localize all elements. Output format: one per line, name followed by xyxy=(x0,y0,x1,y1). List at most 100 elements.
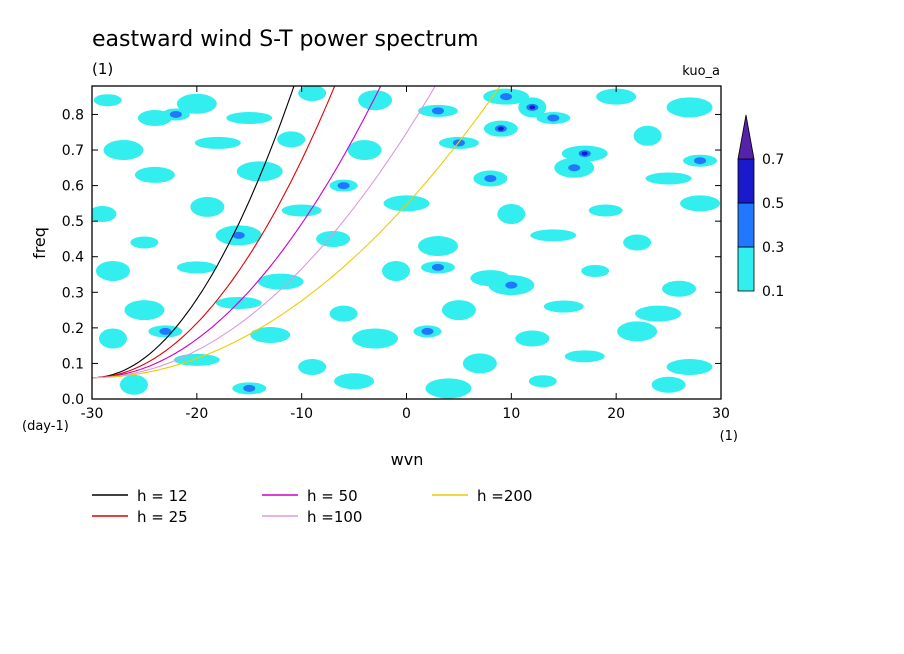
contour-blob xyxy=(298,86,327,102)
colorbar-label: 0.1 xyxy=(762,284,784,300)
contour-blob xyxy=(528,375,557,388)
x-tick-label: -10 xyxy=(290,406,313,422)
contour-blob xyxy=(92,206,117,223)
contour-blob xyxy=(623,234,652,251)
contour-blob xyxy=(651,376,686,393)
contour-blob-peak xyxy=(497,126,504,131)
y-axis-unit: (day-1) xyxy=(22,419,69,434)
contour-blob xyxy=(347,140,382,161)
contour-blob xyxy=(497,204,526,225)
contour-blob xyxy=(226,112,273,125)
contour-blob xyxy=(250,326,291,343)
contour-blob xyxy=(680,195,721,212)
legend-label: h = 12 xyxy=(137,487,188,505)
y-tick-label: 0.4 xyxy=(62,250,84,266)
dispersion-curve xyxy=(92,86,382,379)
contour-blob-core xyxy=(232,231,245,239)
legend-label: h =100 xyxy=(307,508,362,526)
contour-blob xyxy=(134,166,175,183)
contour-blob-core xyxy=(452,139,465,147)
contour-blob xyxy=(666,358,713,375)
contour-blob xyxy=(515,330,550,347)
contour-blob xyxy=(190,196,225,217)
y-tick-label: 0.7 xyxy=(62,143,84,159)
dispersion-curves xyxy=(92,86,501,379)
contour-blob-core xyxy=(337,182,350,190)
contour-blob xyxy=(358,90,393,111)
contour-blob xyxy=(596,88,637,105)
dispersion-curve xyxy=(92,86,295,379)
contour-blob xyxy=(462,353,497,374)
colorbar-arrow xyxy=(737,114,755,160)
y-tick-label: 0.3 xyxy=(62,285,84,301)
x-tick-label: -20 xyxy=(185,406,208,422)
contour-blob xyxy=(588,204,623,217)
colorbar-segment xyxy=(737,158,755,204)
y-tick-label: 0.6 xyxy=(62,179,84,195)
contour-blob-core xyxy=(431,107,444,115)
contour-blob xyxy=(236,161,283,182)
x-tick-label: 10 xyxy=(502,406,520,422)
contour-blob-core xyxy=(500,93,513,101)
contour-blob-core xyxy=(547,114,560,122)
contour-blob xyxy=(281,204,322,217)
contour-blob xyxy=(417,236,458,257)
dispersion-curve xyxy=(92,86,436,379)
contour-blob xyxy=(119,374,148,395)
contour-blob xyxy=(441,300,476,321)
legend-label: h = 50 xyxy=(307,487,358,505)
contour-blob xyxy=(103,140,144,161)
y-axis-label: freq xyxy=(30,227,49,259)
colorbar: 0.1 0.3 0.5 0.7 xyxy=(737,114,784,300)
contour-blob-peak xyxy=(529,105,536,110)
contour-blob xyxy=(98,328,127,349)
contour-blob xyxy=(543,300,584,313)
y-tick-label: 0.8 xyxy=(62,107,84,123)
x-tick-label: 0 xyxy=(402,406,411,422)
legend: h = 12 h = 25 h = 50 h =100 h =200 xyxy=(92,487,532,526)
contour-blob xyxy=(633,125,662,146)
chart-title: eastward wind S-T power spectrum xyxy=(92,27,479,52)
chart-subtitle: (1) xyxy=(92,60,113,78)
contour-blob-core xyxy=(568,164,581,172)
colorbar-segment xyxy=(737,202,755,248)
contour-blob xyxy=(383,195,430,212)
contour-blob-core xyxy=(694,157,707,165)
contour-blob xyxy=(645,172,692,185)
y-tick-label: 0.5 xyxy=(62,214,84,230)
contour-blob-core xyxy=(484,174,497,182)
contour-blob xyxy=(257,273,304,290)
contour-blob xyxy=(617,321,658,342)
dispersion-curve xyxy=(92,86,501,379)
contour-blob xyxy=(581,264,610,277)
contour-blob xyxy=(176,93,217,114)
y-tick-label: 0.2 xyxy=(62,321,84,337)
contour-blob xyxy=(425,378,472,399)
x-axis-unit: (1) xyxy=(720,429,738,444)
contour-blob-peak xyxy=(581,151,588,156)
contour-blob-core xyxy=(421,327,434,335)
contour-blob-core xyxy=(159,327,172,335)
y-axis-ticks: 0.0 0.1 0.2 0.3 0.4 0.5 0.6 0.7 0.8 xyxy=(62,107,721,408)
contour-blob xyxy=(334,373,375,390)
y-tick-label: 0.0 xyxy=(62,392,84,408)
contour-blob xyxy=(352,328,399,349)
contour-blob xyxy=(329,305,358,322)
legend-label: h =200 xyxy=(477,487,532,505)
y-tick-label: 0.1 xyxy=(62,356,84,372)
contour-blob-core xyxy=(431,263,444,271)
contour-blob xyxy=(124,300,165,321)
contour-blob xyxy=(95,260,130,281)
contour-blob xyxy=(194,136,241,149)
x-tick-label: -30 xyxy=(81,406,104,422)
dispersion-curve xyxy=(92,86,336,379)
contour-blob xyxy=(382,260,411,281)
x-tick-label: 20 xyxy=(607,406,625,422)
contour-blob-core xyxy=(169,110,182,118)
contour-fill-layer xyxy=(92,86,721,399)
contour-blob xyxy=(564,350,605,363)
x-tick-label: 30 xyxy=(712,406,730,422)
contour-blob xyxy=(176,261,217,274)
colorbar-label: 0.7 xyxy=(762,152,784,168)
